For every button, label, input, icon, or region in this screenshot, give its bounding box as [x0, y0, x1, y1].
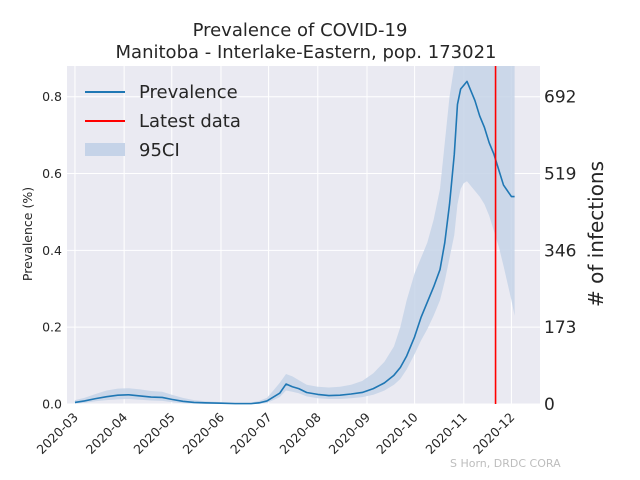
y-axis-label: Prevalence (%)	[20, 187, 35, 281]
x-tick-label: 2020-11	[422, 410, 470, 458]
right-tick-label: 0	[544, 395, 555, 415]
y-tick-label: 0.8	[42, 89, 62, 104]
legend-ci-label: 95CI	[139, 140, 180, 161]
chart-subtitle: Manitoba - Interlake-Eastern, pop. 17302…	[116, 42, 497, 63]
y-tick-label: 0.4	[42, 243, 62, 258]
ci-layer	[74, 66, 515, 404]
y-tick-label: 0.2	[42, 320, 62, 335]
legend: Prevalence Latest data 95CI	[85, 82, 241, 161]
right-tick-labels: 0 173 346 519 692	[544, 88, 576, 415]
x-tick-label: 2020-05	[130, 410, 178, 458]
x-tick-label: 2020-06	[180, 409, 228, 457]
x-tick-label: 2020-03	[34, 410, 82, 458]
chart-title: Prevalence of COVID-19	[193, 20, 408, 41]
credit-text: S Horn, DRDC CORA	[450, 457, 561, 470]
y-tick-labels: 0.0 0.2 0.4 0.6 0.8	[42, 89, 62, 411]
ci-band	[74, 66, 515, 404]
right-tick-label: 519	[544, 165, 576, 185]
x-tick-label: 2020-10	[373, 409, 421, 457]
legend-prevalence-label: Prevalence	[139, 82, 238, 103]
line-layer	[74, 80, 515, 405]
right-axis-label: # of infections	[584, 161, 608, 307]
legend-latest-label: Latest data	[139, 111, 241, 132]
y-tick-label: 0.6	[42, 166, 62, 181]
right-tick-label: 346	[544, 241, 576, 261]
x-tick-label: 2020-04	[83, 409, 131, 457]
prevalence-line	[74, 80, 515, 405]
x-tick-label: 2020-07	[227, 410, 275, 458]
right-tick-label: 173	[544, 318, 576, 338]
right-tick-label: 692	[544, 88, 576, 108]
x-tick-label: 2020-12	[470, 410, 518, 458]
y-tick-label: 0.0	[42, 397, 62, 412]
legend-ci-swatch	[85, 143, 125, 156]
x-tick-labels: 2020-03 2020-04 2020-05 2020-06 2020-07 2020-…	[34, 409, 518, 457]
x-tick-label: 2020-08	[276, 409, 324, 457]
x-tick-label: 2020-09	[326, 409, 374, 457]
